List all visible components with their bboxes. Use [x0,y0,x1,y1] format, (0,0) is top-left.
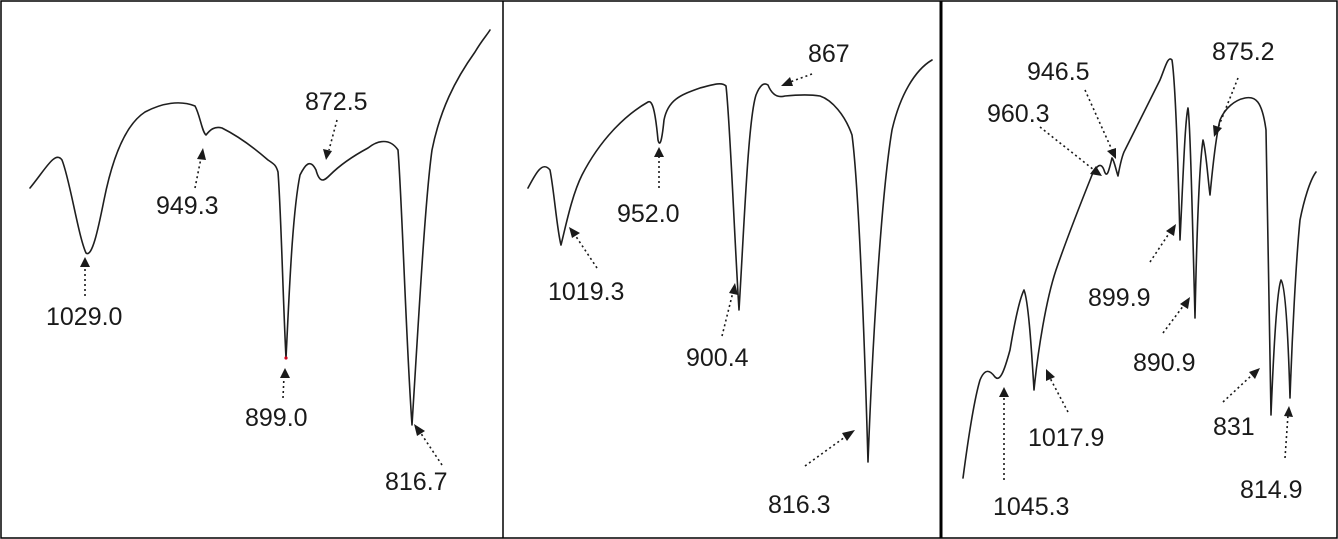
peak-arrow-875 [1217,77,1239,129]
spectrum-minimum-marker [284,356,288,360]
peak-label-816: 816.7 [385,468,448,496]
peak-label-872: 872.5 [305,88,368,116]
peak-arrowhead-867 [781,77,793,86]
peak-arrowhead-1045 [999,387,1009,397]
peak-arrowhead-899 [280,368,290,378]
peak-label-1045: 1045.3 [993,493,1069,521]
peak-arrow-867 [789,73,813,83]
peak-label-814: 814.9 [1240,476,1303,504]
peak-arrowhead-816 [414,424,425,436]
peak-arrowhead-900 [729,283,738,295]
peak-arrow-831 [1222,374,1253,403]
peak-label-1017: 1017.9 [1028,424,1104,452]
peak-arrow-899 [282,375,285,399]
peak-label-875: 875.2 [1212,38,1275,66]
peak-arrow-899-9 [1149,231,1171,263]
peak-label-831: 831 [1213,413,1255,441]
peak-arrow-1019 [574,234,598,269]
peak-arrowhead-814 [1284,406,1293,417]
peak-label-1029: 1029.0 [46,303,122,331]
peak-arrow-890 [1162,304,1185,334]
peak-arrowhead-1029 [80,257,90,267]
peak-arrow-960 [1039,126,1095,171]
peak-arrowhead-899-9 [1166,224,1176,236]
peak-label-890: 890.9 [1133,349,1196,377]
peak-arrow-816 [419,431,443,466]
peak-label-1019: 1019.3 [548,278,624,306]
peak-arrow-814 [1284,414,1289,459]
peak-arrowhead-890 [1180,297,1190,309]
peak-arrowhead-946 [1107,148,1116,159]
peak-arrow-872 [328,119,338,151]
panel-1: 1029.0 949.3 899.0 872.5 816.7 [29,29,491,496]
peak-label-899: 899.0 [245,404,308,432]
peak-arrowhead-952 [654,147,664,157]
peak-arrowhead-1019 [569,227,580,238]
peak-arrowhead-872 [323,149,332,160]
peak-label-952: 952.0 [617,200,680,228]
panel-2: 1019.3 952.0 900.4 867 816.3 [527,40,933,519]
peak-label-960: 960.3 [987,100,1050,128]
peak-arrowhead-875 [1213,125,1222,137]
peak-arrowhead-816-3 [842,430,855,441]
peak-label-816-3: 816.3 [768,491,831,519]
peak-arrow-949 [194,157,202,189]
peak-label-899-9: 899.9 [1088,284,1151,312]
spectrum-line-3 [962,58,1317,479]
spectrum-line-1 [29,29,491,426]
panel-3: 1045.3 1017.9 960.3 946.5 899.9 890.9 87… [962,38,1317,521]
peak-arrowhead-949 [197,148,206,160]
peak-arrow-1017 [1049,377,1069,413]
spectrum-line-2 [527,59,933,463]
peak-arrowhead-1017 [1046,369,1055,381]
peak-label-900: 900.4 [686,344,749,372]
peak-arrowhead-960 [1090,166,1102,176]
peak-label-946: 946.5 [1027,58,1090,86]
peak-label-949: 949.3 [156,192,219,220]
peak-arrow-946 [1084,89,1113,151]
peak-arrowhead-831 [1249,368,1260,379]
peak-arrow-816-3 [804,436,846,467]
peak-label-867: 867 [808,40,850,68]
